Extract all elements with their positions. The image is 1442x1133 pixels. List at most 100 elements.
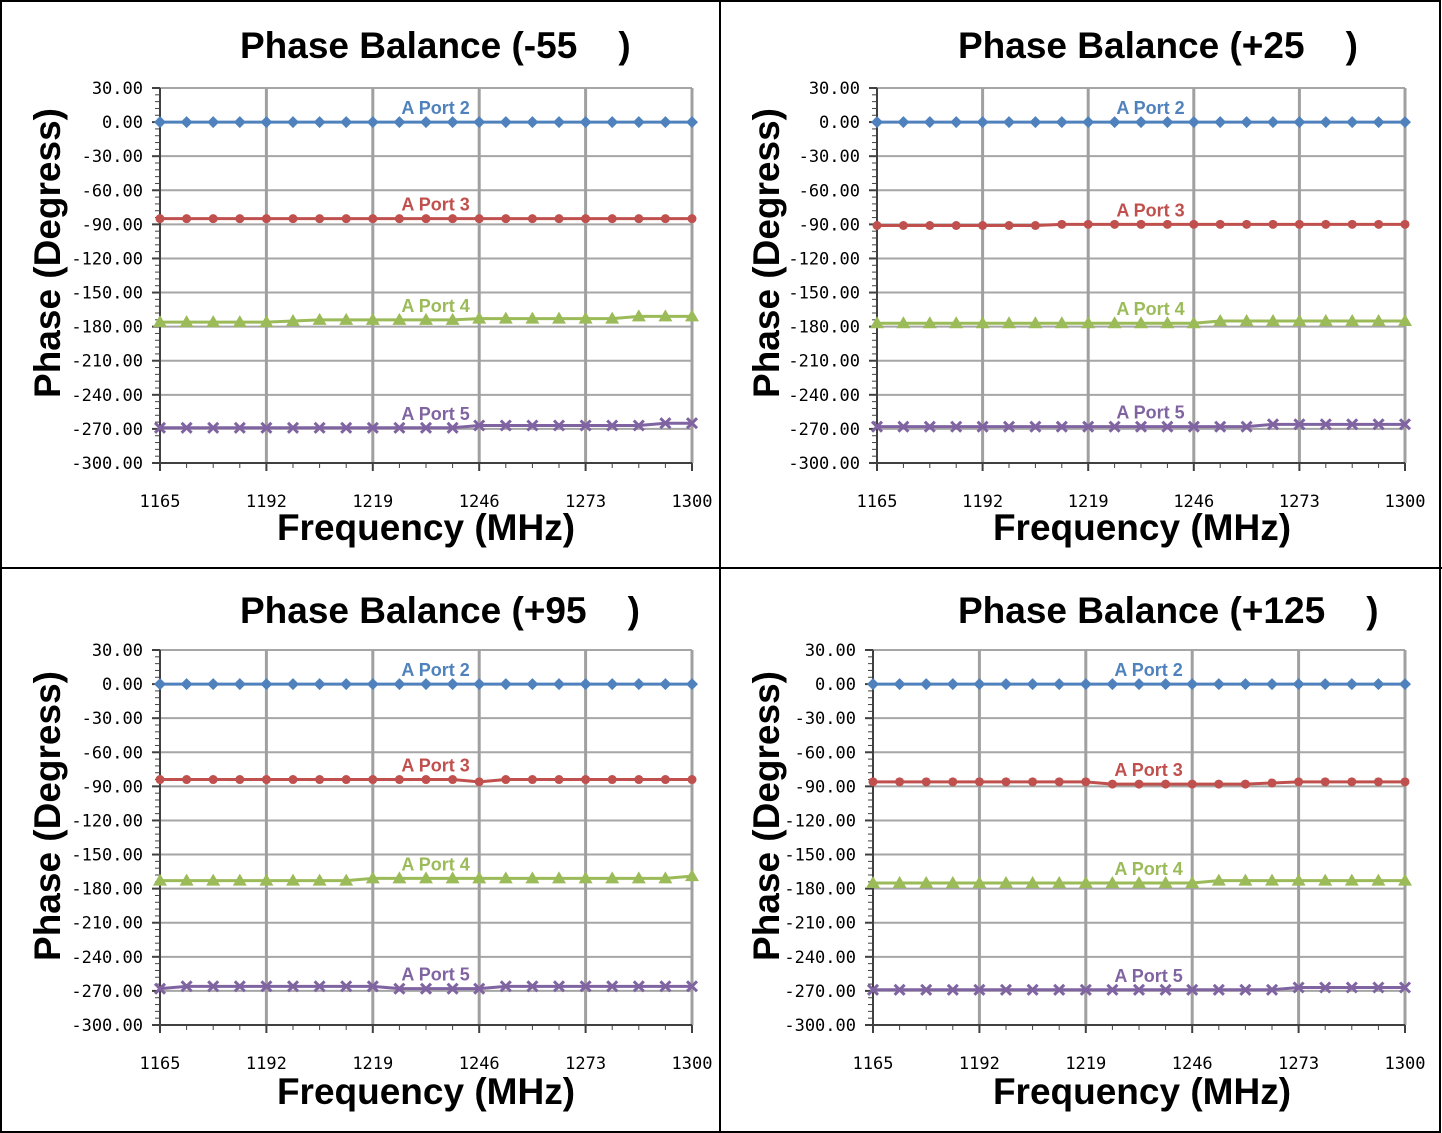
y-tick-label: -30.00 (795, 709, 856, 729)
data-point-diamond (923, 116, 936, 129)
data-point-triangle (631, 871, 646, 884)
plot-axes (865, 649, 1406, 1033)
y-tick-label: -120.00 (784, 811, 856, 831)
y-tick-label: -150.00 (788, 284, 860, 304)
series-a-port-4: A Port 4 (870, 299, 1412, 329)
data-point-circle (261, 775, 271, 785)
data-point-x (419, 421, 433, 434)
data-point-circle (1161, 779, 1171, 789)
y-tick-label: 0.00 (815, 675, 856, 695)
x-tick-label: 1300 (672, 492, 713, 512)
series-label-a-port-2: A Port 2 (1116, 98, 1184, 118)
data-point-circle (288, 775, 298, 785)
data-point-diamond (366, 116, 379, 129)
data-point-triangle (259, 315, 274, 328)
data-point-diamond (1003, 116, 1015, 129)
y-tick-label: 0.00 (819, 113, 860, 133)
data-point-x (897, 420, 910, 433)
data-point-triangle (896, 316, 911, 329)
data-point-diamond (1399, 678, 1411, 691)
data-point-x (340, 980, 353, 993)
y-tick-label: -150.00 (71, 846, 143, 866)
data-point-circle (1321, 219, 1331, 229)
chart-panel-1: Phase Balance (-55 ) Phase (Degress) Frequ… (27, 25, 712, 548)
data-point-circle (634, 214, 644, 224)
plot-axes (869, 87, 1406, 471)
data-point-x (923, 420, 936, 433)
y-tick-label: -60.00 (82, 181, 143, 201)
data-point-circle (1189, 219, 1199, 229)
data-point-circle (1347, 219, 1357, 229)
data-point-triangle (445, 312, 460, 325)
data-point-diamond (420, 116, 432, 129)
data-point-circle (978, 221, 988, 230)
data-point-triangle (419, 871, 433, 884)
data-point-diamond (1293, 116, 1306, 129)
data-point-x (659, 417, 672, 430)
data-point-x (1266, 418, 1280, 431)
series-label-a-port-4: A Port 4 (401, 296, 469, 316)
data-point-circle (1081, 777, 1091, 787)
y-axis-title: Phase (Degress) (27, 108, 68, 398)
data-point-diamond (1292, 678, 1305, 691)
y-tick-label: -240.00 (784, 948, 856, 968)
data-point-circle (607, 214, 617, 224)
data-point-circle (1268, 219, 1278, 229)
data-point-diamond (606, 116, 619, 129)
data-point-x (1186, 983, 1199, 996)
x-axis-title: Frequency (MHz) (993, 507, 1291, 548)
data-point-triangle (525, 311, 540, 324)
x-axis-title: Frequency (MHz) (277, 1071, 575, 1112)
data-point-diamond (1266, 678, 1278, 691)
data-point-circle (687, 775, 697, 785)
data-point-triangle (1213, 313, 1228, 326)
data-point-diamond (1000, 678, 1012, 691)
data-point-x (1079, 983, 1092, 996)
data-point-diamond (446, 116, 459, 129)
data-point-diamond (1159, 678, 1172, 691)
data-point-circle (554, 775, 564, 785)
y-tick-label: -150.00 (784, 846, 856, 866)
x-tick-label: 1246 (1173, 492, 1214, 512)
data-point-triangle (525, 871, 540, 884)
data-point-triangle (312, 312, 327, 325)
x-tick-label: 1219 (1068, 492, 1109, 512)
series-label-a-port-4: A Port 4 (1116, 299, 1184, 319)
series-label-a-port-5: A Port 5 (1114, 966, 1182, 986)
x-tick-label: 1273 (1279, 492, 1320, 512)
data-point-triangle (1211, 873, 1226, 886)
data-point-x (1212, 983, 1225, 996)
data-point-diamond (871, 116, 883, 129)
series-label-a-port-3: A Port 3 (401, 756, 469, 776)
y-tick-label: -60.00 (795, 743, 856, 763)
data-point-diamond (340, 678, 353, 691)
data-point-x (950, 420, 963, 433)
data-point-diamond (553, 116, 565, 129)
data-point-diamond (1346, 116, 1359, 129)
data-point-diamond (473, 116, 486, 129)
y-axis-title: Phase (Degress) (27, 671, 68, 961)
data-point-triangle (999, 875, 1013, 888)
data-point-triangle (472, 311, 487, 324)
data-point-diamond (1399, 116, 1411, 129)
data-point-x (1082, 420, 1095, 433)
data-point-circle (1294, 219, 1304, 229)
x-axis-title: Frequency (MHz) (993, 1071, 1291, 1112)
data-point-diamond (1082, 116, 1095, 129)
data-point-x (632, 980, 645, 993)
data-point-x (233, 421, 246, 434)
data-point-x (180, 980, 193, 993)
y-tick-label: -180.00 (784, 880, 856, 900)
data-point-circle (687, 214, 697, 224)
data-point-triangle (179, 873, 194, 886)
data-point-diamond (1187, 116, 1200, 129)
data-point-triangle (552, 311, 566, 324)
data-point-circle (448, 214, 458, 224)
y-tick-label: -90.00 (82, 777, 143, 797)
data-point-diamond (1319, 116, 1332, 129)
data-point-triangle (498, 311, 513, 324)
data-point-triangle (1398, 873, 1412, 886)
data-point-circle (394, 775, 404, 785)
data-point-diamond (1026, 678, 1039, 691)
data-point-circle (1001, 777, 1011, 787)
